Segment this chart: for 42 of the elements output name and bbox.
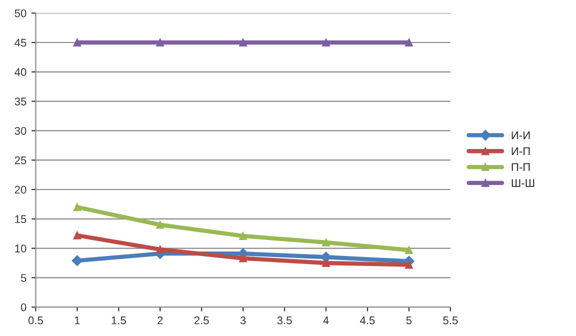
y-tick-label: 10	[15, 244, 26, 252]
y-tick-label: 0	[20, 303, 26, 312]
x-tick-label: 3	[240, 316, 246, 324]
point	[156, 245, 164, 254]
y-tick-label: 50	[14, 9, 26, 18]
x-tick-label: 2	[158, 316, 163, 324]
y-tick-label: 30	[14, 126, 26, 135]
legend-label: П-П	[512, 163, 530, 171]
x-tick-label: 0.5	[28, 316, 43, 324]
point	[404, 260, 413, 269]
point	[156, 220, 164, 229]
x-tick-label: 5	[406, 316, 412, 324]
point	[322, 238, 330, 246]
x-tick-label: 2.5	[194, 316, 209, 324]
point	[72, 255, 83, 266]
y-tick-label: 35	[14, 98, 26, 106]
point	[239, 38, 248, 46]
x-tick-label: 4.5	[360, 316, 375, 324]
x-tick-label: 1.5	[112, 316, 126, 324]
point	[322, 38, 330, 46]
point	[73, 203, 82, 212]
y-tick-label: 45	[14, 38, 26, 47]
point	[404, 38, 413, 46]
y-tick-label: 5	[20, 274, 26, 282]
y-tick-label: 40	[14, 68, 26, 76]
y-tick-label: 20	[14, 186, 26, 194]
point	[404, 246, 413, 254]
x-tick-label: 3.5	[277, 316, 292, 324]
y-tick-label: 25	[14, 156, 26, 164]
legend-label: И-И	[512, 131, 530, 140]
point	[239, 254, 248, 262]
point	[73, 231, 82, 240]
legend-label: И-П	[512, 147, 530, 156]
point	[156, 38, 164, 46]
point	[73, 38, 82, 46]
point	[239, 232, 248, 240]
legend-label: Ш-Ш	[512, 179, 534, 187]
x-tick-label: 1	[74, 316, 80, 324]
point	[322, 259, 330, 267]
x-tick-label: 4	[323, 316, 329, 324]
x-tick-label: 5.5	[443, 316, 458, 324]
y-tick-label: 15	[15, 215, 26, 224]
